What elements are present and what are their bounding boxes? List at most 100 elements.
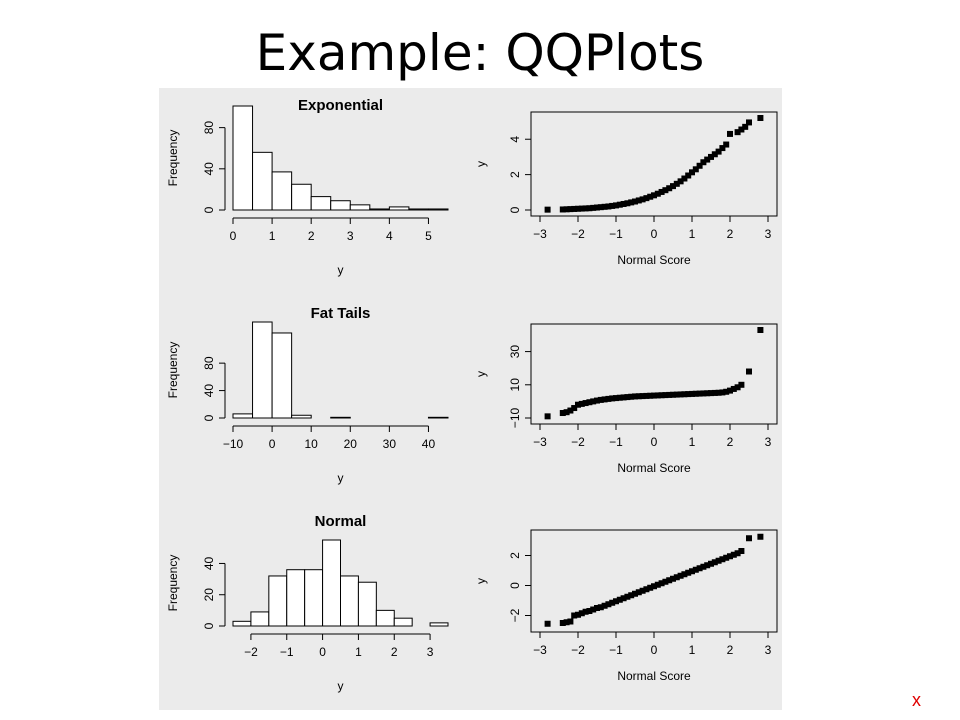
chart-6-point xyxy=(658,580,665,587)
chart-2-point xyxy=(685,172,692,179)
chart-6-point xyxy=(670,575,676,582)
chart-2-point xyxy=(715,148,722,155)
chart-2-point xyxy=(681,175,688,182)
chart-2-point xyxy=(673,180,680,187)
chart-1-y-tick-label: 0 xyxy=(202,206,216,213)
chart-1-y-label: Frequency xyxy=(166,130,180,187)
chart-4-point xyxy=(624,394,631,401)
chart-2-y-tick-label: 0 xyxy=(508,206,522,213)
chart-6-point xyxy=(677,572,684,579)
chart-4-point xyxy=(578,400,585,407)
chart-4-point xyxy=(651,392,657,399)
chart-6-point xyxy=(575,611,581,618)
chart-4-point xyxy=(632,393,638,400)
chart-4-x-tick-label: −3 xyxy=(533,435,547,449)
chart-4-point xyxy=(715,389,722,396)
chart-6-point xyxy=(643,586,650,593)
chart-6-x-label: Normal Score xyxy=(617,669,691,683)
chart-2-point xyxy=(757,115,764,121)
chart-2-point xyxy=(666,185,673,192)
chart-4-point xyxy=(689,390,695,397)
chart-3-x-tick-label: 10 xyxy=(305,437,319,451)
chart-4-point xyxy=(734,384,741,391)
chart-4-y-tick-label: 10 xyxy=(508,378,522,392)
chart-6-point xyxy=(567,618,574,625)
chart-4-point xyxy=(613,395,619,402)
chart-1-bar xyxy=(388,206,410,211)
figure-panel: Exponential 0 1 2 3 4 5 0 40 80 y Frequency −3 −2 −1 0 1… xyxy=(159,88,782,710)
chart-2-x-tick-label: −2 xyxy=(571,227,585,241)
chart-5-bar xyxy=(375,609,395,627)
chart-4-point xyxy=(700,390,707,397)
chart-6-point xyxy=(662,578,669,585)
chart-2-point xyxy=(658,188,665,195)
chart-2-point xyxy=(643,195,650,202)
chart-3-bar xyxy=(330,416,351,419)
chart-6-point xyxy=(673,574,680,581)
chart-1-x-tick-label: 2 xyxy=(308,229,315,243)
chart-4-point xyxy=(692,390,699,397)
chart-5-x-tick-label: 1 xyxy=(355,645,362,659)
chart-6-point xyxy=(651,583,657,590)
chart-6-x-tick-label: −1 xyxy=(609,643,623,657)
chart-4-point xyxy=(681,391,688,398)
chart-6-point xyxy=(692,566,699,573)
chart-3-title: Fat Tails xyxy=(311,305,371,322)
chart-6-point xyxy=(711,559,718,566)
chart-1-x-tick-label: 0 xyxy=(230,229,237,243)
chart-1-x-tick-label: 5 xyxy=(425,229,432,243)
chart-6-point xyxy=(628,592,635,599)
chart-4-point xyxy=(594,397,600,404)
chart-4-x-label: Normal Score xyxy=(617,461,691,475)
chart-1-bar xyxy=(408,208,429,211)
chart-4-point xyxy=(559,410,566,417)
chart-6-point xyxy=(757,533,764,540)
chart-2-point xyxy=(723,141,730,148)
chart-2-point xyxy=(719,145,726,152)
chart-4-point xyxy=(677,391,684,398)
chart-1-bar xyxy=(427,208,449,211)
chart-1-x-tick-label: 3 xyxy=(347,229,354,243)
chart-6-point xyxy=(620,595,627,602)
chart-1-bar xyxy=(232,105,254,211)
chart-6-y-tick-label: −2 xyxy=(508,608,522,622)
chart-2-point xyxy=(571,205,578,212)
chart-6-point xyxy=(727,553,733,560)
chart-2-point xyxy=(639,196,646,203)
chart-2-point xyxy=(586,205,593,212)
chart-2-point xyxy=(620,200,627,207)
chart-6-point xyxy=(605,601,612,608)
chart-4-x-tick-label: 1 xyxy=(689,435,696,449)
chart-4-point xyxy=(635,393,642,400)
chart-6-point xyxy=(613,598,619,605)
chart-6-y-tick-label: 2 xyxy=(508,552,522,559)
chart-4-point xyxy=(544,413,551,420)
chart-6-point xyxy=(590,606,597,613)
chart-2-x-tick-label: −1 xyxy=(609,227,623,241)
chart-2-point xyxy=(647,193,654,200)
chart-2-point xyxy=(559,206,566,213)
chart-4-point xyxy=(639,393,646,400)
chart-4-point xyxy=(685,391,692,398)
chart-6-point xyxy=(616,596,623,603)
chart-6-point xyxy=(578,610,585,617)
chart-4-point xyxy=(605,395,612,402)
chart-6-x-tick-label: 2 xyxy=(727,643,734,657)
chart-6-point xyxy=(594,605,600,611)
chart-4-point xyxy=(727,387,733,394)
chart-4-x-tick-label: 2 xyxy=(727,435,734,449)
chart-5-bar xyxy=(250,611,270,627)
chart-4-point xyxy=(738,381,745,388)
chart-4-point xyxy=(563,409,570,416)
chart-4-y-tick-label: −10 xyxy=(508,407,522,428)
chart-2-point xyxy=(616,201,623,208)
chart-5-x-label: y xyxy=(338,679,344,693)
chart-6-point xyxy=(730,551,737,558)
chart-4-point xyxy=(719,389,726,396)
chart-2-point xyxy=(567,206,574,213)
chart-3-y-tick-label: 80 xyxy=(202,356,216,370)
chart-5-x-tick-label: 3 xyxy=(427,645,434,659)
chart-5-bar xyxy=(393,617,413,627)
chart-6-point xyxy=(746,535,752,542)
chart-6-point xyxy=(689,568,695,575)
